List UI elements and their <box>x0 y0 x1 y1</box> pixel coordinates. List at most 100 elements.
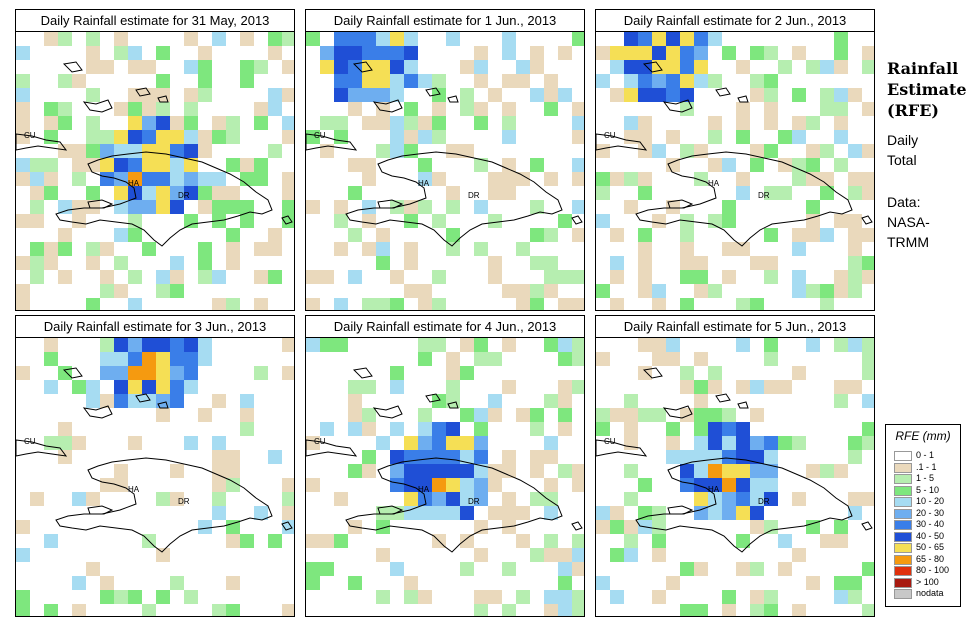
rainfall-cell <box>638 506 652 520</box>
rainfall-cell <box>516 284 530 298</box>
rainfall-cell <box>544 338 558 352</box>
rainfall-cell <box>820 102 834 116</box>
rainfall-cell <box>694 380 708 394</box>
rainfall-cell <box>488 352 502 366</box>
rainfall-cell <box>390 144 404 158</box>
legend-item: nodata <box>894 588 958 599</box>
rainfall-cell <box>128 158 142 172</box>
rainfall-cell <box>610 172 624 186</box>
rainfall-cell <box>86 380 100 394</box>
rainfall-cell <box>432 394 446 408</box>
rainfall-cell <box>240 408 254 422</box>
rainfall-cell <box>404 130 418 144</box>
rainfall-cell <box>170 380 184 394</box>
rainfall-cell <box>156 130 170 144</box>
map-label-ha: HA <box>128 485 140 494</box>
rainfall-cell <box>708 32 722 46</box>
rainfall-cell <box>156 338 170 352</box>
rainfall-cell <box>848 144 862 158</box>
rainfall-cell <box>694 408 708 422</box>
rainfall-cell <box>128 298 142 310</box>
rainfall-cells <box>306 32 584 310</box>
bahamas-outline <box>135 393 151 403</box>
map-label-cu: CU <box>604 437 616 446</box>
rainfall-cell <box>114 200 128 214</box>
rainfall-cell <box>100 130 114 144</box>
rainfall-cell <box>474 60 488 74</box>
rainfall-cell <box>16 158 30 172</box>
rainfall-cell <box>474 352 488 366</box>
map-label-cu: CU <box>24 131 36 140</box>
rainfall-cell <box>680 450 694 464</box>
rainfall-cell <box>502 464 516 478</box>
gonave-outline <box>667 199 694 209</box>
rainfall-cell <box>268 102 282 116</box>
rainfall-cells <box>306 338 584 616</box>
rainfall-cell <box>488 506 502 520</box>
rainfall-cell <box>834 102 848 116</box>
rainfall-cell <box>30 200 44 214</box>
rainfall-cell <box>722 214 736 228</box>
rainfall-cell <box>848 590 862 604</box>
rainfall-cell <box>834 214 848 228</box>
rainfall-cell <box>708 436 722 450</box>
rainfall-cell <box>848 186 862 200</box>
rainfall-cell <box>610 298 624 310</box>
rainfall-cell <box>390 46 404 60</box>
rainfall-cell <box>694 284 708 298</box>
rainfall-cell <box>792 242 806 256</box>
rainfall-cell <box>572 352 584 366</box>
rainfall-cell <box>862 352 874 366</box>
rainfall-cell <box>694 270 708 284</box>
rainfall-cell <box>544 478 558 492</box>
rainfall-cell <box>404 74 418 88</box>
rainfall-cell <box>114 228 128 242</box>
rainfall-cell <box>86 32 100 46</box>
sidebar-total: Total <box>887 152 917 168</box>
rainfall-cell <box>198 338 212 352</box>
rainfall-cell <box>834 32 848 46</box>
rainfall-cell <box>558 270 572 284</box>
rainfall-cell <box>708 380 722 394</box>
rainfall-cell <box>750 436 764 450</box>
rainfall-cell <box>142 338 156 352</box>
rainfall-cell <box>764 464 778 478</box>
cuba-outline <box>16 439 68 457</box>
rainfall-cell <box>418 464 432 478</box>
rainfall-cell <box>680 242 694 256</box>
rainfall-cell <box>502 380 516 394</box>
rainfall-cell <box>334 116 348 130</box>
sidebar-title: Rainfall Estimate (RFE) <box>887 58 967 121</box>
rainfall-cell <box>502 74 516 88</box>
rainfall-cell <box>404 214 418 228</box>
rainfall-cell <box>446 436 460 450</box>
rainfall-cell <box>100 270 114 284</box>
rainfall-cell <box>254 172 268 186</box>
rainfall-cell <box>348 380 362 394</box>
legend-swatch <box>894 451 912 461</box>
rainfall-cell <box>184 380 198 394</box>
rainfall-cell <box>750 450 764 464</box>
rainfall-cell <box>390 422 404 436</box>
rainfall-cell <box>610 270 624 284</box>
rainfall-cell <box>212 116 226 130</box>
rainfall-cell <box>268 88 282 102</box>
rainfall-cell <box>128 352 142 366</box>
rainfall-cell <box>624 534 638 548</box>
rainfall-cell <box>16 74 30 88</box>
hispaniola-outline <box>55 457 273 553</box>
rainfall-cell <box>694 562 708 576</box>
rainfall-cell <box>708 464 722 478</box>
rainfall-cell <box>390 88 404 102</box>
rainfall-cell <box>170 186 184 200</box>
rainfall-cell <box>848 576 862 590</box>
legend-item: 80 - 100 <box>894 565 958 576</box>
rainfall-cell <box>722 590 736 604</box>
rainfall-cell <box>530 158 544 172</box>
rainfall-cell <box>736 562 750 576</box>
rainfall-cell <box>212 270 226 284</box>
rainfall-cell <box>100 338 114 352</box>
rainfall-cell <box>792 88 806 102</box>
rainfall-cell <box>114 366 128 380</box>
legend-item: > 100 <box>894 577 958 588</box>
